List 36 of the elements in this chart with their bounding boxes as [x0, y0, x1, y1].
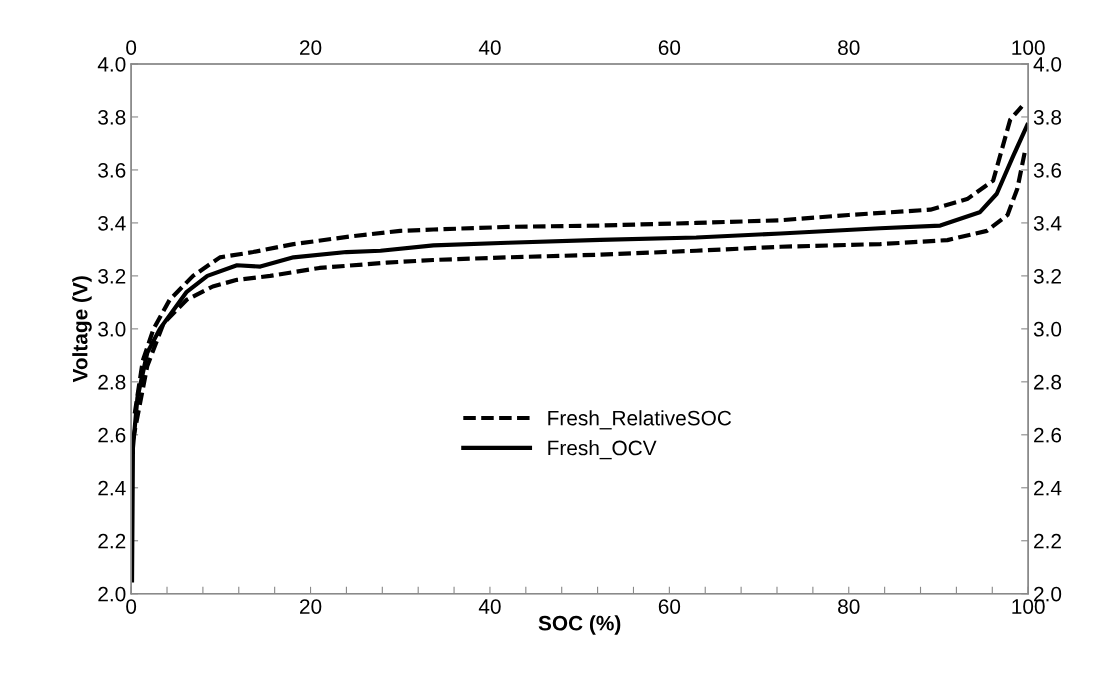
y-axis-title: Voltage (V) [72, 276, 92, 383]
x2-tick-label: 40 [478, 40, 501, 56]
y-tick-label: 3.6 [98, 162, 126, 178]
y2-tick-label: 3.8 [1033, 109, 1062, 125]
y-tick-label: 4.0 [97, 56, 126, 72]
y2-tick-label: 3.4 [1033, 215, 1062, 231]
y-tick-label: 2.0 [98, 586, 126, 602]
y-tick-label: 2.8 [98, 374, 126, 390]
x2-tick-label: 20 [300, 40, 322, 56]
y-tick-label: 3.8 [98, 109, 126, 125]
x-tick-label: 0 [126, 599, 137, 614]
y2-tick-label: 3.2 [1033, 268, 1061, 284]
legend-label: Fresh_RelativeSOC [548, 410, 732, 430]
y2-tick-label: 2.8 [1034, 374, 1062, 390]
x-axis-title: SOC (%) [538, 615, 621, 635]
y-tick-label: 2.6 [98, 427, 126, 443]
x-tick-label: 40 [478, 599, 501, 614]
y-tick-label: 2.4 [98, 480, 126, 496]
y2-tick-label: 2.6 [1034, 427, 1062, 443]
y2-tick-label: 4.0 [1033, 56, 1062, 72]
y2-tick-label: 2.4 [1034, 480, 1062, 496]
x2-tick-label: 0 [126, 40, 137, 56]
x2-tick-label: 100 [1012, 40, 1045, 56]
y-tick-label: 3.4 [98, 215, 126, 231]
legend-label: Fresh_OCV [548, 440, 657, 460]
x2-tick-label: 80 [838, 40, 860, 56]
y2-tick-label: 3.0 [1033, 321, 1062, 337]
x-tick-label: 20 [300, 599, 322, 614]
x-tick-label: 60 [658, 599, 681, 614]
y2-tick-label: 2.2 [1034, 533, 1061, 549]
x2-tick-label: 60 [658, 40, 681, 56]
y-tick-label: 2.2 [98, 533, 126, 549]
y-tick-label: 3.2 [98, 268, 126, 284]
y-tick-label: 3.0 [98, 321, 126, 337]
x-tick-label: 80 [838, 599, 860, 614]
y2-tick-label: 3.6 [1033, 162, 1062, 178]
